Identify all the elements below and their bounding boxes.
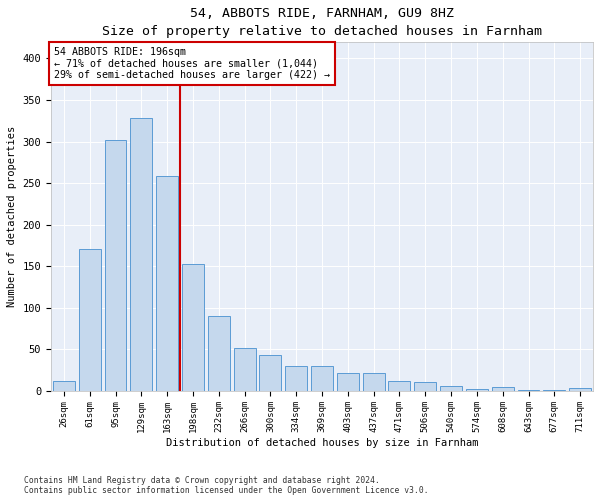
Text: 54 ABBOTS RIDE: 196sqm
← 71% of detached houses are smaller (1,044)
29% of semi-: 54 ABBOTS RIDE: 196sqm ← 71% of detached… bbox=[53, 47, 329, 80]
Bar bbox=[104, 140, 127, 390]
Bar bbox=[79, 250, 101, 390]
Bar bbox=[414, 382, 436, 390]
Text: Contains HM Land Registry data © Crown copyright and database right 2024.
Contai: Contains HM Land Registry data © Crown c… bbox=[24, 476, 428, 495]
Title: 54, ABBOTS RIDE, FARNHAM, GU9 8HZ
Size of property relative to detached houses i: 54, ABBOTS RIDE, FARNHAM, GU9 8HZ Size o… bbox=[102, 7, 542, 38]
Bar bbox=[208, 316, 230, 390]
Bar bbox=[466, 389, 488, 390]
X-axis label: Distribution of detached houses by size in Farnham: Distribution of detached houses by size … bbox=[166, 438, 478, 448]
Bar bbox=[337, 373, 359, 390]
Bar bbox=[311, 366, 333, 390]
Bar bbox=[492, 387, 514, 390]
Bar bbox=[130, 118, 152, 390]
Bar bbox=[285, 366, 307, 390]
Bar bbox=[53, 380, 75, 390]
Bar bbox=[362, 373, 385, 390]
Bar bbox=[233, 348, 256, 391]
Y-axis label: Number of detached properties: Number of detached properties bbox=[7, 126, 17, 307]
Bar bbox=[259, 355, 281, 390]
Bar bbox=[182, 264, 204, 390]
Bar bbox=[440, 386, 462, 390]
Bar bbox=[156, 176, 178, 390]
Bar bbox=[569, 388, 591, 390]
Bar bbox=[388, 382, 410, 390]
